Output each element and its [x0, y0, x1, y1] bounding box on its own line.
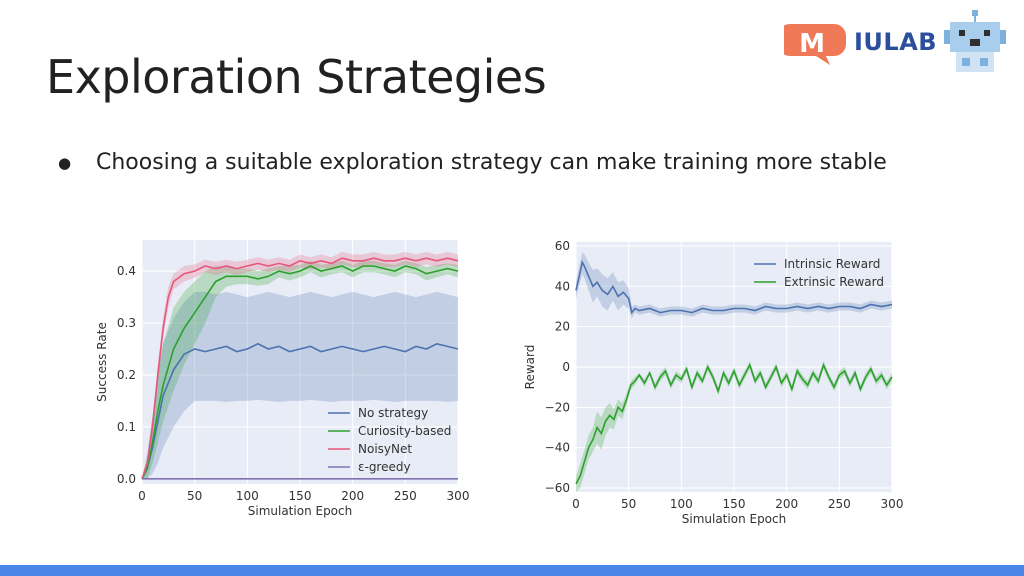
legend-label: Extrinsic Reward: [784, 275, 884, 289]
bullet-dot-icon: ●: [58, 153, 72, 172]
y-tick-label: 0: [562, 360, 570, 374]
logo-text: IULAB: [854, 28, 938, 56]
x-tick-label: 0: [572, 497, 580, 511]
series-line: [141, 265, 459, 480]
x-tick-label: 50: [187, 489, 202, 503]
legend-label: Intrinsic Reward: [784, 257, 880, 271]
bullet-text: Choosing a suitable exploration strategy…: [96, 150, 887, 175]
slide-title: Exploration Strategies: [46, 50, 547, 104]
series-line: [141, 257, 459, 480]
y-tick-label: 0.4: [117, 264, 136, 278]
confidence-band: [576, 252, 892, 319]
y-tick-label: 0.0: [117, 472, 136, 486]
confidence-band: [142, 251, 458, 479]
x-tick-label: 200: [341, 489, 364, 503]
robot-icon: [944, 10, 1006, 72]
series-line: [575, 259, 893, 315]
x-tick-label: 150: [723, 497, 746, 511]
legend-label: No strategy: [358, 406, 428, 420]
legend-label: NoisyNet: [358, 442, 412, 456]
y-axis-label: Reward: [523, 345, 537, 390]
x-tick-label: 200: [775, 497, 798, 511]
y-tick-label: 0.2: [117, 368, 136, 382]
x-axis-label: Simulation Epoch: [248, 504, 352, 518]
x-tick-label: 100: [670, 497, 693, 511]
y-tick-label: 0.1: [117, 420, 136, 434]
y-tick-label: 0.3: [117, 316, 136, 330]
legend-label: Curiosity-based: [358, 424, 451, 438]
y-axis-label: Success Rate: [95, 322, 109, 402]
bottom-accent-bar: [0, 565, 1024, 576]
miulab-logo: M IULAB: [778, 8, 1014, 78]
x-tick-label: 250: [394, 489, 417, 503]
x-axis-label: Simulation Epoch: [682, 512, 786, 526]
y-tick-label: 40: [555, 279, 570, 293]
bullet-item: ● Choosing a suitable exploration strate…: [58, 150, 887, 175]
x-tick-label: 150: [289, 489, 312, 503]
y-tick-label: −60: [545, 481, 570, 495]
logo-graphic: M: [778, 10, 1006, 72]
y-tick-label: 60: [555, 239, 570, 253]
speech-bubble-icon: [778, 24, 846, 65]
y-tick-label: −40: [545, 441, 570, 455]
y-tick-label: 20: [555, 320, 570, 334]
legend-label: ε-greedy: [358, 460, 411, 474]
x-tick-label: 0: [138, 489, 146, 503]
success-rate-chart: 0 50 100 150 200 250 300 0.0 0.1 0.2 0.3 0.4 Simulat…: [95, 240, 470, 518]
series-line: [141, 342, 459, 480]
x-tick-label: 50: [621, 497, 636, 511]
y-tick-label: −20: [545, 400, 570, 414]
logo-letter: M: [799, 29, 825, 59]
legend: No strategy Curiosity-based NoisyNet ε-gree…: [328, 406, 451, 474]
x-tick-label: 300: [447, 489, 470, 503]
series-line: [575, 362, 893, 485]
reward-chart: 0 50 100 150 200 250 300 −60 −40 −20 0 20 40 60 Simula…: [523, 239, 904, 526]
confidence-band: [142, 291, 458, 479]
x-tick-label: 300: [881, 497, 904, 511]
legend: Intrinsic Reward Extrinsic Reward: [754, 257, 884, 289]
x-tick-label: 250: [828, 497, 851, 511]
x-tick-label: 100: [236, 489, 259, 503]
